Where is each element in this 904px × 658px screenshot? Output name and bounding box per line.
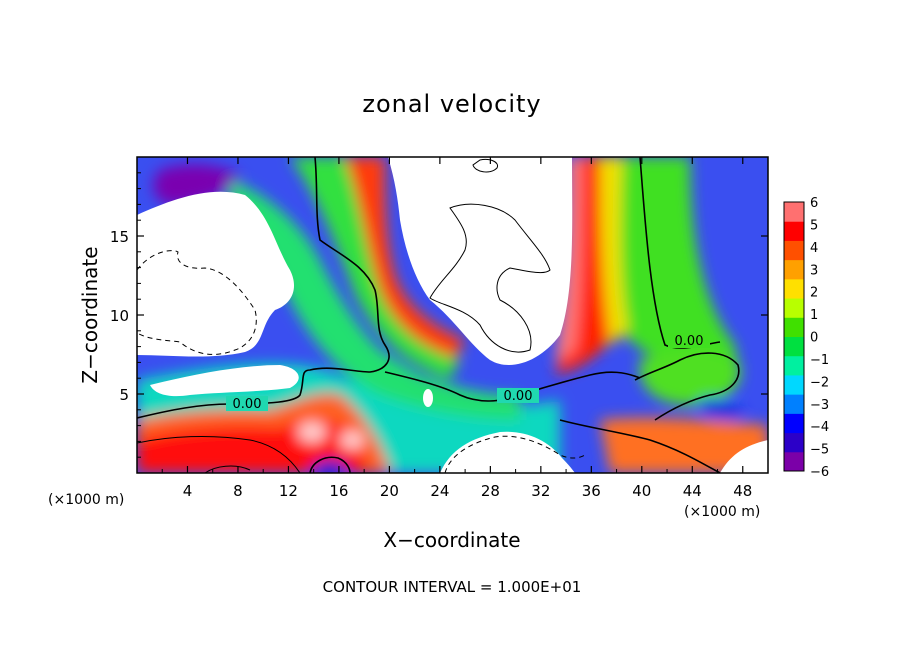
chart-title: zonal velocity — [362, 90, 541, 118]
colorbar-tick-label: 0 — [810, 331, 818, 346]
colorbar-tick-label: 6 — [810, 196, 818, 211]
colorbar-swatch — [784, 432, 804, 453]
colorbar-swatch — [784, 278, 804, 299]
white-region-left — [137, 191, 295, 357]
contour-thin-top-small — [472, 159, 499, 173]
field-pink-blob-right — [340, 431, 364, 449]
colorbar-tick-label: 2 — [810, 286, 818, 301]
y-tick-label: 10 — [110, 307, 129, 325]
field-central-band — [230, 180, 520, 420]
contour-label-2: 0.00 — [504, 389, 533, 404]
colorbar-tick-label: −1 — [810, 353, 829, 368]
x-unit-label-right: (×1000 m) — [684, 504, 760, 520]
x-tick-label: 44 — [683, 482, 702, 500]
field-pink-blob-left — [298, 422, 326, 442]
y-axis: 5 10 15 — [110, 172, 768, 458]
colorbar-tick-label: −6 — [810, 465, 829, 480]
colorbar-swatch — [784, 394, 804, 414]
colorbar-swatch — [784, 374, 804, 395]
colorbar-frame — [783, 201, 805, 472]
contour-dashed-left — [137, 250, 257, 355]
x-tick-label: 4 — [183, 482, 193, 500]
field-upper-band-red — [345, 157, 465, 358]
white-region-bottom-right — [720, 440, 768, 473]
colorbar-swatch — [784, 298, 804, 318]
colorbar-swatch — [784, 317, 804, 337]
colorbar-tick-label: −2 — [810, 375, 829, 390]
contour-dashed-bottom — [444, 435, 586, 473]
colorbar-swatch — [784, 413, 804, 434]
y-tick-label: 5 — [119, 386, 129, 404]
field-lower-right-warm — [600, 417, 768, 473]
colorbar-tick-label: −5 — [810, 443, 829, 458]
contour-label-3: 0.00 — [675, 334, 704, 349]
field-right-blue-cell — [700, 398, 745, 421]
x-tick-label: 32 — [531, 482, 550, 500]
colorbar-tick-label: 5 — [810, 218, 818, 233]
colorbar-swatch — [784, 336, 804, 357]
plot-area — [137, 157, 768, 473]
white-spot-small — [423, 389, 433, 407]
white-region-top-center — [388, 157, 573, 366]
x-axis-label: X−coordinate — [383, 528, 520, 552]
contour-thin-top-center — [429, 203, 551, 353]
colorbar-swatch — [784, 451, 804, 472]
x-tick-label: 28 — [481, 482, 500, 500]
x-unit-label-left: (×1000 m) — [48, 492, 124, 508]
x-tick-label: 24 — [430, 482, 449, 500]
x-axis: 4 8 12 16 20 24 28 32 36 40 44 48 — [161, 157, 752, 500]
y-tick-label: 15 — [110, 228, 129, 246]
x-tick-label: 40 — [632, 482, 651, 500]
out-of-range-regions — [137, 157, 768, 473]
colorbar-swatch — [784, 259, 804, 280]
contour-thin-bottom-blob — [309, 456, 351, 473]
x-tick-label: 48 — [733, 482, 752, 500]
field-blue-blob-bottom — [312, 460, 348, 473]
contour-zero-right-cell — [634, 352, 740, 421]
field-right-stripe-green — [610, 157, 740, 380]
colorbar-swatch — [784, 240, 804, 261]
x-tick-label: 20 — [380, 482, 399, 500]
contour-label-1: 0.00 — [233, 397, 262, 412]
colorbar-tick-label: 4 — [810, 241, 818, 256]
x-tick-label: 36 — [582, 482, 601, 500]
colorbar-swatch — [784, 221, 804, 241]
colorbar-swatch — [784, 355, 804, 376]
colorbar-swatch — [784, 202, 804, 222]
y-axis-label: Z−coordinate — [78, 246, 102, 383]
contour-interval-text: CONTOUR INTERVAL = 1.000E+01 — [323, 578, 582, 596]
colorbar-tick-label: −4 — [810, 420, 829, 435]
velocity-field — [137, 157, 768, 473]
white-region-bottom-center — [440, 431, 575, 473]
colorbar-tick-label: −3 — [810, 398, 829, 413]
colorbar-tick-label: 3 — [810, 263, 818, 278]
x-tick-label: 8 — [233, 482, 243, 500]
white-region-left-lower — [150, 365, 299, 397]
field-right-green-cell — [639, 349, 741, 405]
field-purple-top-left — [153, 164, 240, 205]
contour-thin-bottom-left — [137, 435, 301, 473]
x-tick-label: 16 — [329, 482, 348, 500]
contour-label-backgrounds — [226, 333, 710, 411]
x-tick-label: 12 — [279, 482, 298, 500]
colorbar: 6 5 4 3 2 1 0 −1 −2 −3 −4 −5 −6 — [783, 196, 829, 480]
colorbar-tick-label: 1 — [810, 308, 818, 323]
